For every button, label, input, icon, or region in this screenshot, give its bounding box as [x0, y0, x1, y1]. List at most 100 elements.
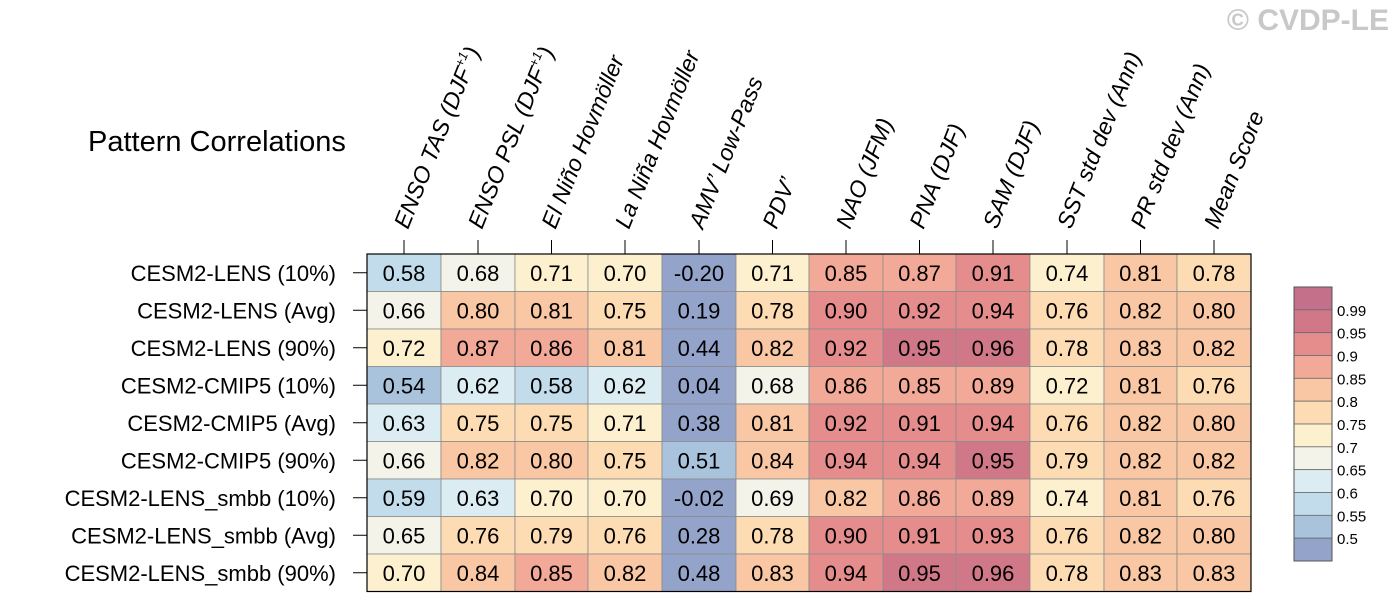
heatmap-cell: [1176, 478, 1252, 517]
heatmap-cell: [1103, 553, 1178, 592]
cell-value-label: 0.85: [898, 373, 941, 398]
colorbar-segment: [1293, 377, 1333, 402]
colorbar-label: 0.65: [1337, 463, 1366, 480]
heatmap-cell: [514, 403, 589, 442]
cell-value-label: 0.90: [825, 298, 868, 323]
column-label: NAO (JFM): [831, 114, 899, 232]
heatmap-cell: [661, 253, 737, 292]
cell-value-label: 0.78: [751, 523, 794, 548]
cell-value-label: 0.78: [751, 298, 794, 323]
cell-value-label: 0.81: [1119, 486, 1162, 511]
cell-value-label: 0.92: [825, 411, 868, 436]
cell-value-label: 0.96: [972, 561, 1015, 586]
heatmap-cell: [1029, 441, 1105, 480]
cell-value-label: 0.95: [898, 336, 941, 361]
cell-value-label: 0.68: [457, 261, 500, 286]
cell-value-label: 0.71: [530, 261, 573, 286]
cell-value-label: 0.91: [898, 523, 941, 548]
column-label: PNA (DJF): [904, 120, 969, 232]
cell-value-label: 0.51: [678, 448, 721, 473]
heatmap-cell: [735, 441, 810, 480]
cell-value-label: 0.66: [383, 298, 426, 323]
cell-value-label: 0.74: [1046, 486, 1089, 511]
heatmap-cell: [808, 403, 884, 442]
cell-value-label: 0.82: [825, 486, 868, 511]
cell-value-label: 0.82: [457, 448, 500, 473]
cell-value-label: 0.85: [825, 261, 868, 286]
cell-value-label: 0.94: [972, 298, 1015, 323]
cell-value-label: 0.86: [825, 373, 868, 398]
colorbar-segment: [1293, 423, 1333, 448]
heatmap-cell: [1103, 328, 1178, 367]
row-label: CESM2-LENS (90%): [131, 336, 336, 361]
cell-value-label: 0.82: [604, 561, 647, 586]
cell-value-label: 0.76: [1046, 411, 1089, 436]
cell-value-label: 0.82: [1193, 336, 1236, 361]
colorbar-segment: [1293, 286, 1333, 311]
heatmap-cell: [955, 366, 1031, 405]
cell-value-label: 0.68: [751, 373, 794, 398]
heatmap-cell: [1176, 253, 1252, 292]
colorbar-segment: [1293, 332, 1333, 356]
heatmap-cell: [735, 328, 810, 367]
cell-value-label: 0.90: [825, 523, 868, 548]
cell-value-label: 0.66: [383, 448, 426, 473]
cell-value-label: 0.76: [1046, 523, 1089, 548]
heatmap-cell: [661, 478, 737, 517]
cell-value-label: 0.87: [898, 261, 941, 286]
column-label: SAM (DJF): [978, 117, 1045, 232]
cell-value-label: 0.95: [898, 561, 941, 586]
heatmap-cell: [1103, 291, 1178, 330]
heatmap-cell: [440, 516, 516, 555]
colorbar-segment: [1293, 309, 1333, 334]
column-label: Mean Score: [1199, 107, 1270, 232]
cell-value-label: 0.59: [383, 486, 426, 511]
heatmap-cell: [587, 516, 663, 555]
column-label: PDV’: [757, 173, 801, 232]
heatmap-cell: [661, 403, 737, 442]
heatmap-cell: [587, 328, 663, 367]
cell-value-label: 0.70: [383, 561, 426, 586]
cell-value-label: 0.63: [457, 486, 500, 511]
cell-value-label: 0.83: [1193, 561, 1236, 586]
cell-value-label: 0.83: [1119, 336, 1162, 361]
cell-value-label: 0.83: [751, 561, 794, 586]
cell-value-label: 0.63: [383, 411, 426, 436]
cell-value-label: -0.02: [674, 486, 724, 511]
cell-value-label: -0.20: [674, 261, 724, 286]
cell-value-label: 0.28: [678, 523, 721, 548]
cell-value-label: 0.80: [1193, 411, 1236, 436]
cell-value-label: 0.19: [678, 298, 721, 323]
cell-value-label: 0.79: [530, 523, 573, 548]
cell-value-label: 0.80: [1193, 298, 1236, 323]
row-label: CESM2-LENS (10%): [131, 261, 336, 286]
cell-value-label: 0.96: [972, 336, 1015, 361]
cell-value-label: 0.62: [457, 373, 500, 398]
cell-value-label: 0.76: [1193, 486, 1236, 511]
cell-value-label: 0.04: [678, 373, 721, 398]
cell-value-label: 0.78: [1046, 336, 1089, 361]
chart-title: Pattern Correlations: [88, 126, 346, 158]
cell-value-label: 0.75: [604, 298, 647, 323]
cell-value-label: 0.92: [825, 336, 868, 361]
cell-value-label: 0.95: [972, 448, 1015, 473]
heatmap-cell: [1029, 553, 1105, 592]
heatmap-cell: [366, 441, 442, 480]
heatmap-cell: [808, 328, 884, 367]
colorbar-label: 0.7: [1337, 440, 1358, 457]
colorbar-label: 0.6: [1337, 486, 1358, 503]
heatmap-cell: [440, 441, 516, 480]
colorbar-segment: [1293, 492, 1333, 516]
colorbar-label: 0.9: [1337, 349, 1358, 366]
watermark: © CVDP-LE: [1226, 4, 1389, 37]
heatmap-cell: [1176, 441, 1252, 480]
cell-value-label: 0.76: [457, 523, 500, 548]
heatmap-cell: [1176, 291, 1252, 330]
cell-value-label: 0.83: [1119, 561, 1162, 586]
cell-value-label: 0.65: [383, 523, 426, 548]
colorbar-segment: [1293, 469, 1333, 493]
heatmap-cell: [1103, 366, 1178, 405]
heatmap-cell: [808, 366, 884, 405]
heatmap-cell: [514, 441, 589, 480]
